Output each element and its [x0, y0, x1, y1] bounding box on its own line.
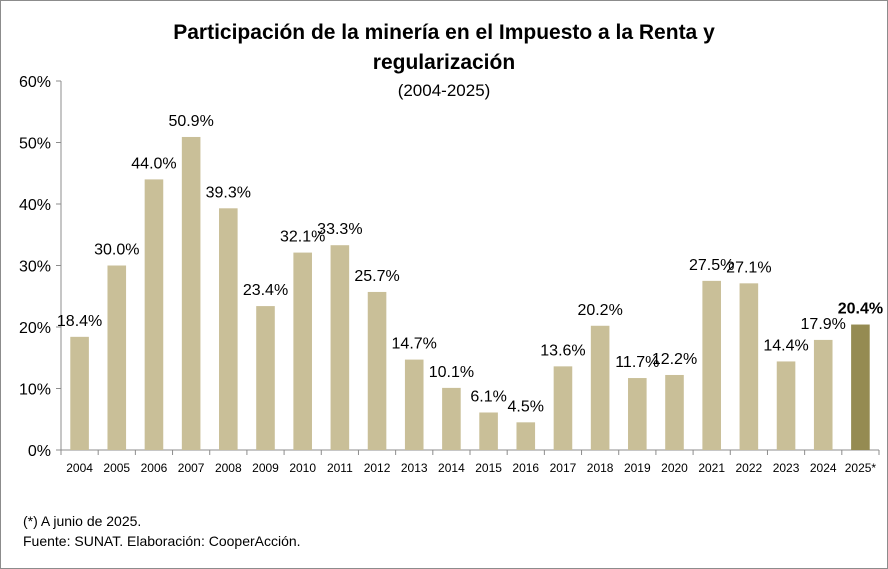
x-tick-label: 2015 [475, 461, 502, 475]
data-label: 30.0% [94, 242, 139, 259]
chart-notes: (*) A junio de 2025. Fuente: SUNAT. Elab… [23, 511, 301, 551]
x-tick-label: 2019 [624, 461, 651, 475]
y-tick-label: 20% [19, 320, 51, 337]
data-label: 44.0% [131, 155, 176, 172]
bar [181, 136, 201, 450]
data-label: 4.5% [508, 398, 544, 415]
bar [367, 291, 387, 450]
x-tick-label: 2018 [587, 461, 614, 475]
x-tick-label: 2010 [289, 461, 316, 475]
data-label: 17.9% [801, 316, 846, 333]
x-tick-label: 2012 [364, 461, 391, 475]
x-tick-label: 2021 [698, 461, 725, 475]
data-label: 14.7% [392, 336, 437, 353]
bar [442, 387, 461, 450]
bar [665, 374, 684, 450]
bar [776, 361, 796, 450]
x-tick-label: 2014 [438, 461, 465, 475]
data-label: 20.4% [838, 301, 883, 318]
data-label: 39.3% [206, 184, 251, 201]
y-tick-label: 40% [19, 197, 51, 214]
data-label: 10.1% [429, 364, 474, 381]
source-note: Fuente: SUNAT. Elaboración: CooperAcción… [23, 533, 301, 549]
bar [553, 366, 573, 450]
x-tick-label: 2023 [773, 461, 800, 475]
bar [702, 280, 721, 450]
x-tick-label: 2013 [401, 461, 428, 475]
y-tick-label: 30% [19, 259, 51, 276]
bar [479, 412, 498, 450]
bar [404, 359, 424, 450]
bar [330, 245, 350, 450]
x-tick-label: 2005 [103, 461, 130, 475]
data-label: 25.7% [354, 268, 399, 285]
data-label: 6.1% [470, 388, 506, 405]
x-tick-label: 2011 [327, 461, 353, 475]
x-tick-label: 2008 [215, 461, 242, 475]
data-label: 18.4% [57, 313, 102, 330]
y-tick-label: 0% [28, 443, 51, 460]
bar [256, 306, 275, 450]
data-label: 33.3% [317, 221, 362, 238]
data-label: 23.4% [243, 282, 288, 299]
x-tick-label: 2016 [512, 461, 539, 475]
x-tick-label: 2007 [178, 461, 205, 475]
data-label: 50.9% [168, 113, 213, 130]
x-tick-label: 2020 [661, 461, 688, 475]
bar [590, 325, 610, 450]
bar [70, 336, 89, 450]
x-tick-label: 2004 [66, 461, 93, 475]
footnote: (*) A junio de 2025. [23, 513, 142, 529]
x-tick-label: 2025* [845, 461, 877, 475]
x-tick-label: 2022 [736, 461, 763, 475]
bar [813, 339, 833, 450]
data-label: 27.1% [726, 259, 771, 276]
bar [851, 324, 870, 450]
chart-subtitle: (2004-2025) [397, 81, 491, 100]
x-tick-label: 2006 [141, 461, 168, 475]
data-label: 27.5% [689, 257, 734, 274]
x-tick-label: 2024 [810, 461, 837, 475]
bar [293, 252, 312, 450]
bar [107, 265, 127, 450]
bar [516, 422, 536, 450]
bar [219, 208, 238, 450]
x-tick-label: 2017 [550, 461, 577, 475]
x-tick-label: 2009 [252, 461, 279, 475]
y-tick-label: 60% [19, 74, 51, 91]
y-tick-label: 10% [19, 382, 51, 399]
data-label: 11.7% [615, 354, 659, 371]
data-label: 13.6% [540, 342, 585, 359]
chart-title-line-2: regularización [372, 51, 516, 74]
y-tick-label: 50% [19, 136, 51, 153]
data-label: 32.1% [280, 229, 325, 246]
data-label: 20.2% [577, 302, 622, 319]
data-label: 12.2% [652, 351, 697, 368]
bar [628, 378, 647, 450]
bar [739, 283, 759, 450]
chart-title-line-1: Participación de la minería en el Impues… [173, 21, 715, 44]
data-label: 14.4% [763, 337, 808, 354]
bar [144, 179, 164, 450]
